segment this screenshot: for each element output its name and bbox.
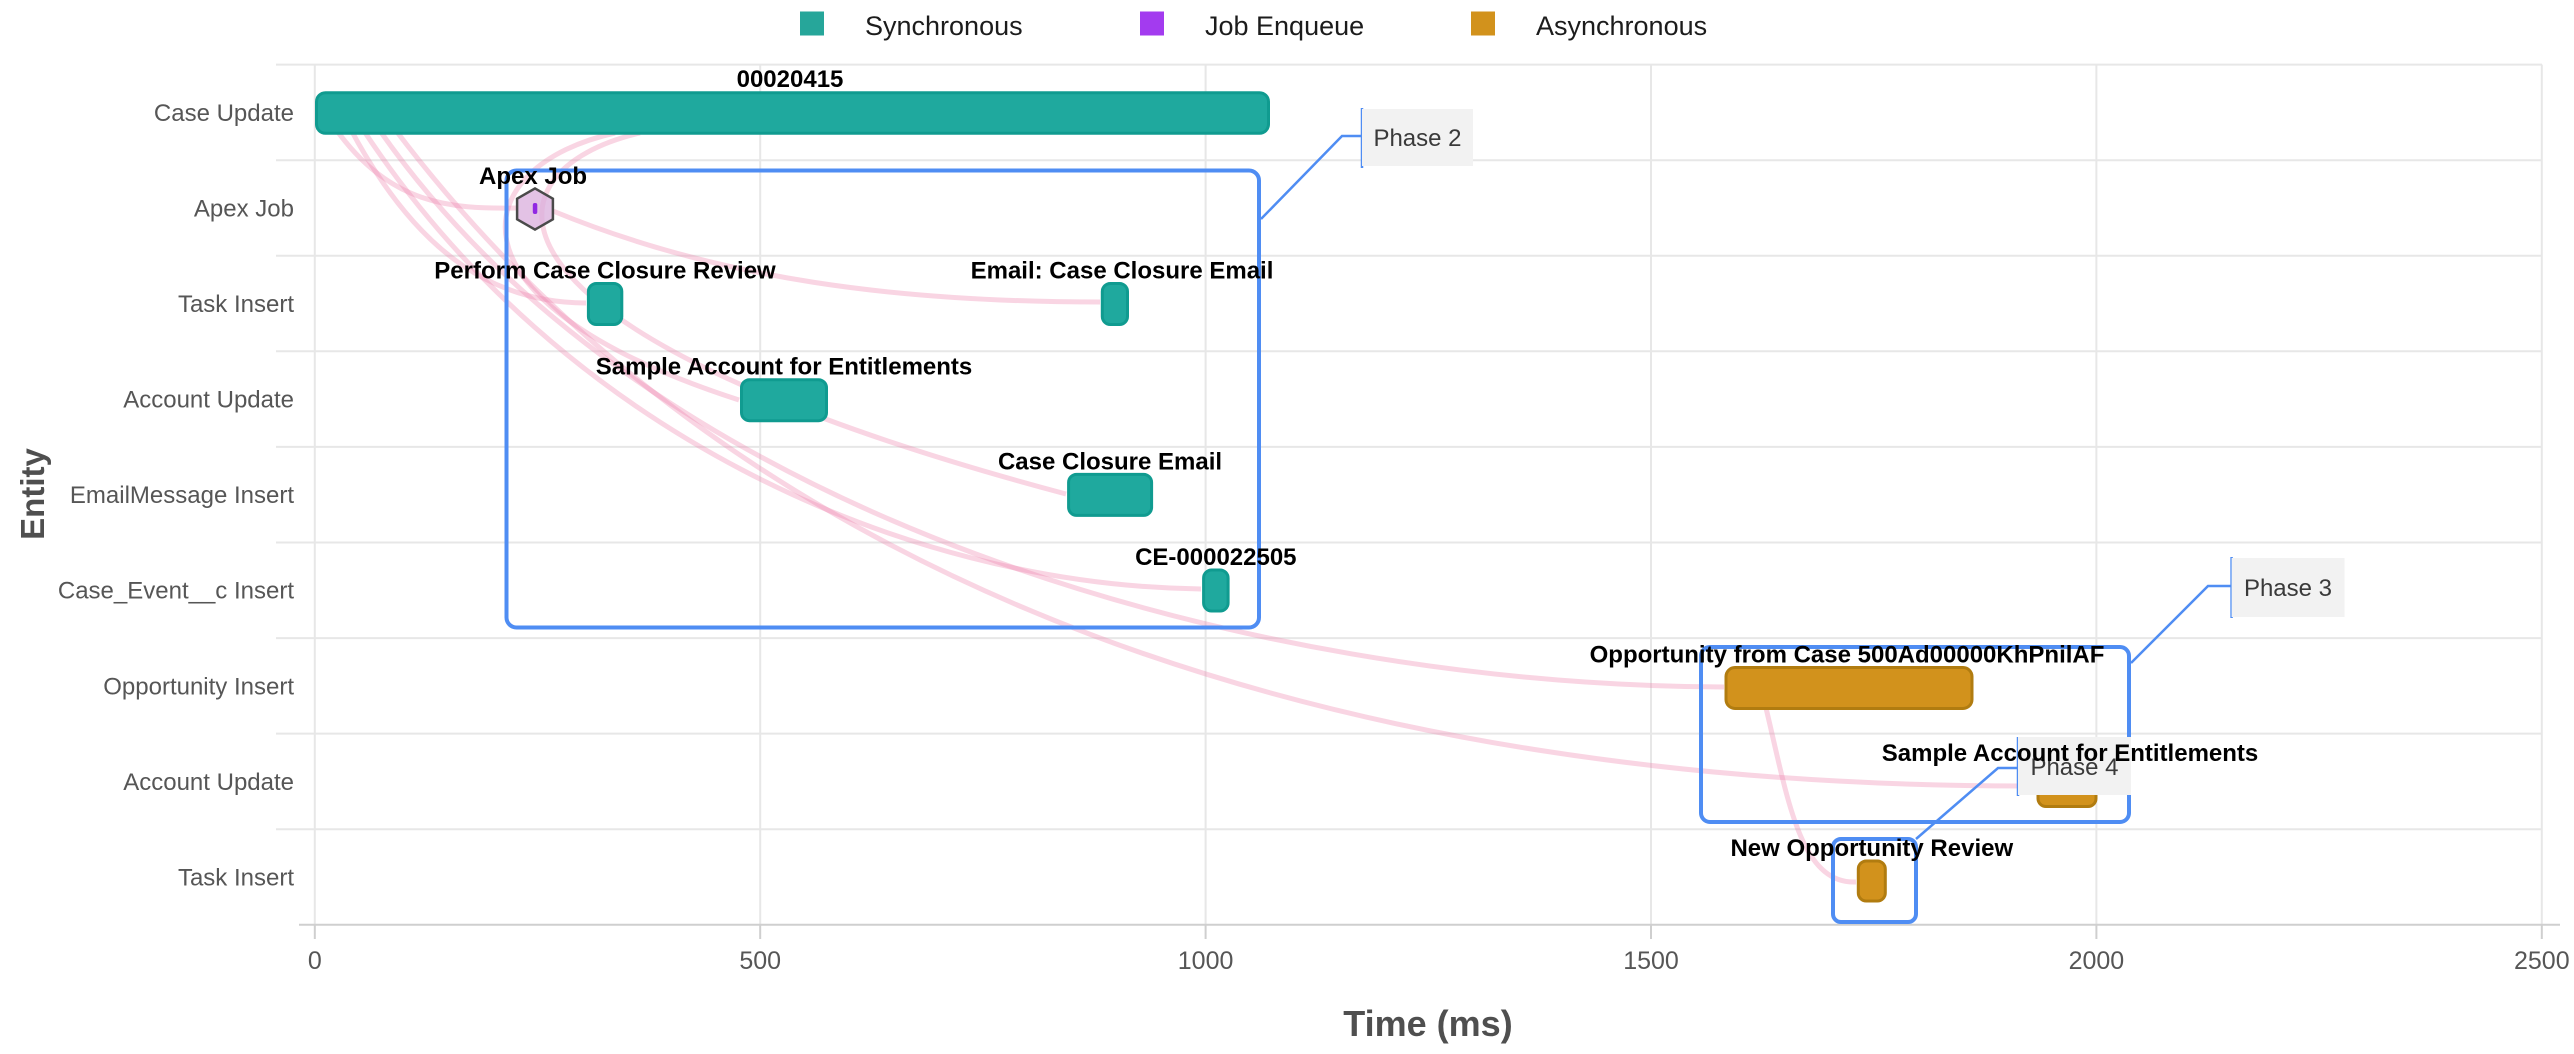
svg-text:Apex Job: Apex Job <box>479 163 587 190</box>
svg-text:Task Insert: Task Insert <box>178 865 294 892</box>
svg-text:Synchronous: Synchronous <box>865 11 1023 41</box>
svg-text:Opportunity Insert: Opportunity Insert <box>103 674 294 701</box>
svg-text:New Opportunity Review: New Opportunity Review <box>1730 835 2013 862</box>
svg-text:Account Update: Account Update <box>123 387 294 414</box>
svg-text:Perform Case Closure Review: Perform Case Closure Review <box>434 258 776 285</box>
svg-text:Sample Account for Entitlement: Sample Account for Entitlements <box>1882 740 2259 767</box>
svg-text:1000: 1000 <box>1178 947 1234 975</box>
svg-text:Phase 2: Phase 2 <box>1373 125 1461 152</box>
svg-text:Case Closure Email: Case Closure Email <box>998 449 1222 476</box>
svg-text:Asynchronous: Asynchronous <box>1536 11 1707 41</box>
svg-text:Job Enqueue: Job Enqueue <box>1205 11 1364 41</box>
svg-text:Email: Case Closure Email: Email: Case Closure Email <box>971 258 1274 285</box>
svg-text:Opportunity from Case 500Ad000: Opportunity from Case 500Ad00000KhPnilAF <box>1590 642 2105 669</box>
svg-text:Time (ms): Time (ms) <box>1343 1003 1512 1044</box>
svg-text:Phase 3: Phase 3 <box>2244 575 2332 602</box>
svg-text:Phase 4: Phase 4 <box>2030 754 2118 781</box>
svg-text:2000: 2000 <box>2069 947 2125 975</box>
svg-text:Case_Event__c Insert: Case_Event__c Insert <box>58 578 294 605</box>
svg-text:2500: 2500 <box>2514 947 2570 975</box>
svg-text:Task Insert: Task Insert <box>178 291 294 318</box>
svg-text:EmailMessage Insert: EmailMessage Insert <box>70 482 294 509</box>
svg-text:Case Update: Case Update <box>154 100 294 127</box>
svg-text:1500: 1500 <box>1623 947 1679 975</box>
svg-text:Account Update: Account Update <box>123 769 294 796</box>
svg-text:CE-000022505: CE-000022505 <box>1135 544 1296 571</box>
svg-text:0: 0 <box>308 947 322 975</box>
svg-text:Entity: Entity <box>14 448 51 540</box>
svg-text:00020415: 00020415 <box>737 66 844 93</box>
svg-text:Apex Job: Apex Job <box>194 196 294 223</box>
svg-text:Sample Account for Entitlement: Sample Account for Entitlements <box>596 354 973 381</box>
svg-text:500: 500 <box>739 947 781 975</box>
